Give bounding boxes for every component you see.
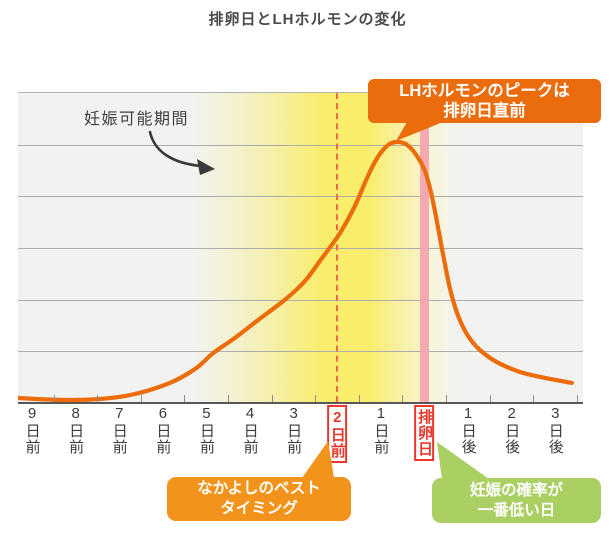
axis-label-4: 6日前 [154,405,172,455]
axis-label-11: 1日後 [459,405,477,455]
best-timing-bubble: なかよしのベスト タイミング [167,477,351,521]
axis-tick [53,395,55,402]
axis-label-5: 5日前 [197,405,215,455]
axis-label-9: 1日前 [372,405,390,455]
axis-label-10: 排卵日 [414,405,434,461]
fertile-window-band [18,93,583,402]
lowest-probability-bubble: 妊娠の確率が 一番低い日 [432,478,601,523]
axis-label-8: 2日前 [327,405,347,463]
axis-label-12: 2日後 [503,405,521,455]
two-days-before-dashed-line [335,93,338,402]
fertile-period-label: 妊娠可能期間 [84,111,190,128]
ovulation-day-bar [419,124,429,402]
gridline [18,351,583,352]
axis-tick [533,395,535,402]
axis-tick [358,395,360,402]
axis-tick [184,395,186,402]
chart-plot-area [18,92,583,404]
axis-tick [315,395,317,402]
gridline [18,145,583,146]
axis-tick [271,395,273,402]
axis-tick [140,395,142,402]
axis-label-2: 8日前 [67,405,85,455]
gridline [18,300,583,301]
axis-label-3: 7日前 [110,405,128,455]
axis-label-1: 9日前 [23,405,41,455]
axis-label-7: 3日前 [285,405,303,455]
axis-tick [402,395,404,402]
axis-tick [445,395,447,402]
gridline [18,196,583,197]
axis-tick [97,395,99,402]
lh-curve-path [18,139,574,403]
page-title: 排卵日とLHホルモンの変化 [208,11,407,28]
axis-label-6: 4日前 [241,405,259,455]
gridline [18,248,583,249]
axis-label-13: 3日後 [546,405,564,455]
axis-tick [227,395,229,402]
peak-callout-bubble: LHホルモンのピークは 排卵日直前 [368,79,601,123]
axis-tick [489,395,491,402]
lh-curve [18,139,574,403]
axis-tick [576,395,578,402]
